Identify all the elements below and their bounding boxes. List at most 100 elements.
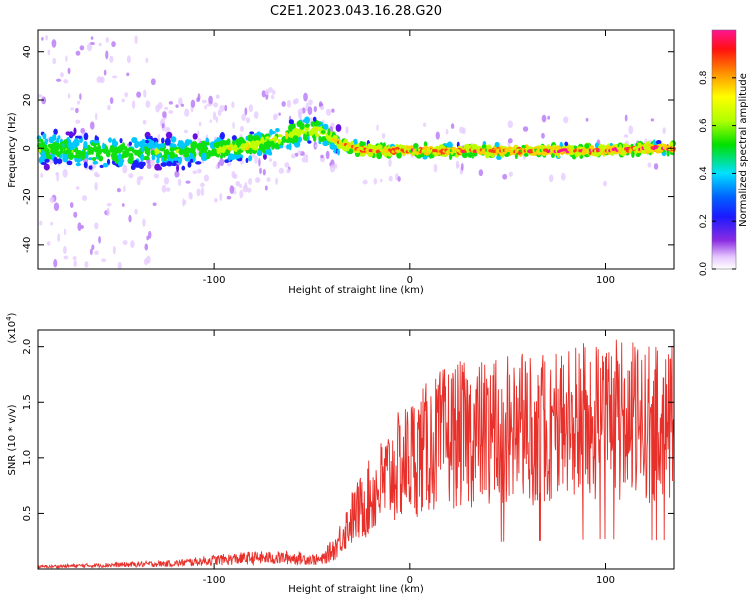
spectrogram-cell xyxy=(662,127,666,135)
spectrogram-cell xyxy=(594,142,600,149)
spectrogram-cell xyxy=(367,143,372,150)
snr-y-axis-label: SNR (10 * v/v) xyxy=(7,404,18,475)
spectrogram-cell xyxy=(308,99,313,106)
spectrogram-cell xyxy=(467,151,474,158)
spectrogram-cell xyxy=(83,161,88,169)
spectrogram-cell xyxy=(315,121,321,126)
spectrogram-cell xyxy=(435,131,440,140)
spectrogram-cell xyxy=(304,134,308,142)
spectrogram-y-tick-label: -20 xyxy=(22,188,33,204)
spectrogram-cell xyxy=(43,163,50,171)
spectrogram-cell xyxy=(345,126,349,134)
spectrogram-cell xyxy=(63,139,69,145)
spectrogram-cell xyxy=(209,119,213,123)
spectrogram-cell xyxy=(77,222,82,232)
spectrogram-cell xyxy=(138,175,144,181)
spectrogram-cell xyxy=(275,177,278,185)
spectrogram-cell xyxy=(74,137,78,143)
spectrogram-cell xyxy=(192,133,198,140)
spectrogram-cell xyxy=(208,95,213,105)
spectrogram-cell xyxy=(56,137,60,144)
spectrogram-cell xyxy=(297,150,302,155)
spectrogram-cell xyxy=(150,78,156,86)
spectrogram-cell xyxy=(284,162,290,168)
spectrogram-cell xyxy=(219,131,225,140)
spectrogram-cell xyxy=(80,127,86,134)
spectrogram-cell xyxy=(96,76,102,84)
spectrogram-cell xyxy=(48,136,55,144)
spectrogram-cell xyxy=(248,147,253,155)
spectrogram-cell xyxy=(131,100,136,109)
snr-scale-prefix: (x10 xyxy=(7,321,18,344)
spectrogram-cell xyxy=(112,245,116,255)
spectrogram-cell xyxy=(253,134,260,142)
spectrogram-cell xyxy=(131,136,138,143)
spectrogram-cell xyxy=(197,93,201,102)
spectrogram-cell xyxy=(235,180,241,187)
colorbar-tick-label: 0.4 xyxy=(699,166,709,181)
spectrogram-cell xyxy=(303,154,308,158)
spectrogram-cell xyxy=(134,208,138,215)
spectrogram-cell xyxy=(373,177,378,185)
spectrogram-cell xyxy=(126,55,131,64)
spectrogram-cell xyxy=(231,135,237,141)
spectrogram-cell xyxy=(450,123,455,129)
spectrogram-cell xyxy=(162,153,168,162)
spectrogram-cell xyxy=(128,173,134,179)
spectrogram-cell xyxy=(200,182,205,188)
spectrogram-cell xyxy=(547,115,551,120)
spectrogram-cell xyxy=(159,146,166,152)
snr-x-ticks: -100 0 100 xyxy=(203,330,615,586)
spectrogram-cell xyxy=(308,130,315,136)
spectrogram-cell xyxy=(299,122,305,130)
spectrogram-cell xyxy=(185,180,191,184)
svg-text:(x104): (x104) xyxy=(5,312,18,343)
spectrogram-cell xyxy=(548,174,554,183)
spectrogram-cell xyxy=(59,142,63,150)
spectrogram-cell xyxy=(333,135,338,140)
spectrogram-cell xyxy=(598,145,602,149)
spectrogram-cell xyxy=(73,211,78,218)
spectrogram-x-tick-label: 100 xyxy=(596,275,615,286)
spectrogram-cell xyxy=(95,151,101,158)
spectrogram-cell xyxy=(130,154,134,162)
spectrogram-cell xyxy=(169,142,175,148)
spectrogram-cell xyxy=(231,101,235,109)
spectrogram-cell xyxy=(329,142,336,150)
spectrogram-cell xyxy=(62,245,67,255)
spectrogram-cell xyxy=(67,67,71,75)
spectrogram-cell xyxy=(165,131,173,139)
spectrogram-cell xyxy=(307,106,313,116)
spectrogram-cell xyxy=(79,45,85,51)
spectrogram-cell xyxy=(109,55,114,63)
spectrogram-cell xyxy=(83,132,89,141)
spectrogram-cell xyxy=(181,165,186,171)
spectrogram-cell xyxy=(661,152,667,157)
spectrogram-cell xyxy=(445,128,449,135)
spectrogram-cell xyxy=(219,104,225,112)
spectrogram-cell xyxy=(205,141,210,146)
snr-y-ticks: 0.5 1.0 1.5 2.0 xyxy=(22,339,674,521)
spectrogram-cell xyxy=(53,128,58,135)
snr-y-tick-label: 2.0 xyxy=(22,339,33,355)
spectrogram-cell xyxy=(225,140,229,146)
spectrogram-cell xyxy=(52,57,57,65)
spectrogram-cell xyxy=(275,128,280,133)
spectrogram-cell xyxy=(168,151,176,159)
spectrogram-cell xyxy=(151,154,156,161)
spectrogram-cell xyxy=(150,149,155,156)
spectrogram-cell xyxy=(647,162,652,168)
spectrogram-y-tick-label: -40 xyxy=(22,237,33,253)
spectrogram-cell xyxy=(144,155,150,161)
spectrogram-cell xyxy=(277,138,281,145)
spectrogram-cell xyxy=(161,184,167,193)
spectrogram-cell xyxy=(175,104,179,108)
spectrogram-cell xyxy=(75,186,80,190)
snr-series-line xyxy=(37,339,675,570)
spectrogram-cell xyxy=(111,41,116,48)
spectrogram-cell xyxy=(397,176,401,182)
spectrogram-cell xyxy=(222,145,226,153)
spectrogram-cell xyxy=(376,124,379,131)
spectrogram-cell xyxy=(273,113,279,120)
spectrogram-cell xyxy=(41,37,44,41)
